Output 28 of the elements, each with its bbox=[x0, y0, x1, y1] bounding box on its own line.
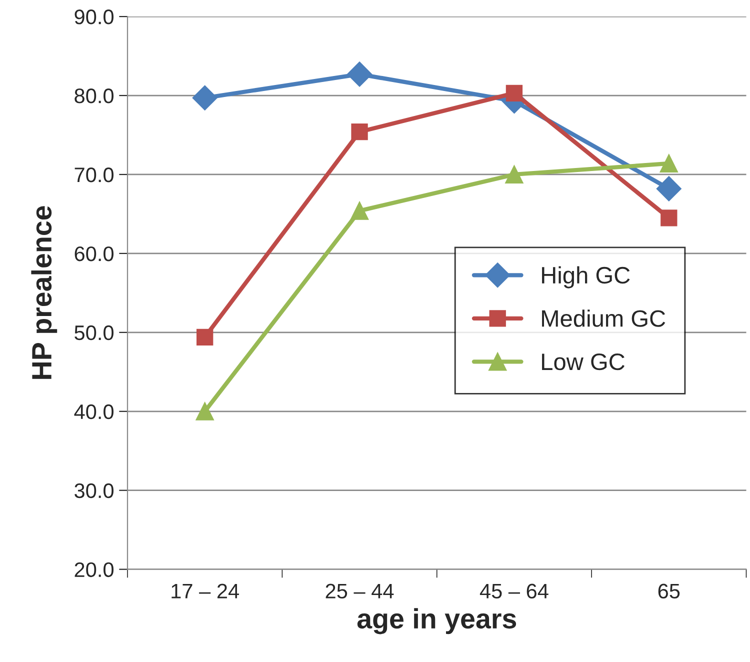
x-tick-label: 45 – 64 bbox=[480, 584, 548, 599]
y-tick-label: 70.0 bbox=[74, 167, 114, 182]
point bbox=[192, 85, 218, 110]
y-axis-title: HP prealence bbox=[31, 206, 58, 379]
point bbox=[506, 84, 523, 102]
x-tick-label: 65 bbox=[658, 584, 680, 599]
y-tick-label: 40.0 bbox=[74, 404, 114, 420]
legend-label: Low GC bbox=[542, 353, 624, 370]
y-tick-label: 20.0 bbox=[74, 562, 114, 578]
x-tick-label: 17 – 24 bbox=[172, 584, 239, 598]
point bbox=[656, 176, 682, 202]
x-tick-label: 25 – 44 bbox=[326, 584, 394, 599]
point bbox=[196, 402, 214, 420]
point bbox=[505, 165, 524, 184]
y-tick-label: 60.0 bbox=[74, 246, 114, 262]
point bbox=[196, 328, 214, 346]
legend-label: Medium GC bbox=[542, 310, 666, 327]
point bbox=[660, 154, 678, 172]
legend-label: High GC bbox=[542, 266, 630, 288]
y-tick-label: 30.0 bbox=[74, 483, 114, 498]
point bbox=[351, 124, 368, 140]
point bbox=[347, 62, 372, 87]
y-tick-label: 50.0 bbox=[74, 325, 114, 340]
y-tick-label: 90.0 bbox=[74, 10, 114, 24]
y-tick-label: 80.0 bbox=[74, 88, 114, 104]
x-axis-title: age in years bbox=[357, 608, 516, 634]
point bbox=[350, 202, 369, 220]
point bbox=[660, 210, 678, 226]
